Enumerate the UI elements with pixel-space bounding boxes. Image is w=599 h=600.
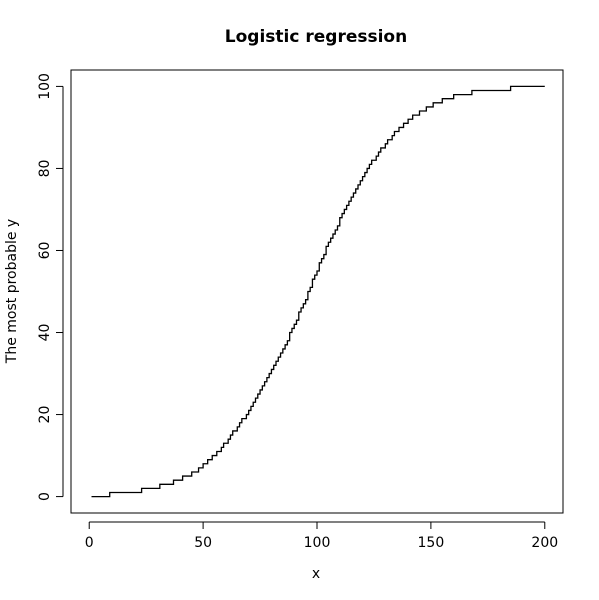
y-tick-label: 20 [37, 406, 53, 424]
y-tick-label: 0 [37, 492, 53, 501]
x-tick-label: 50 [194, 535, 212, 551]
y-tick-label: 60 [37, 242, 53, 260]
series-line [91, 85, 545, 498]
x-axis-label: x [312, 566, 320, 582]
plot-area-frame [70, 69, 564, 514]
y-tick-label: 100 [37, 73, 53, 100]
y-tick-label: 40 [37, 324, 53, 342]
x-tick-label: 150 [418, 535, 445, 551]
x-axis: 0 50 100 150 200 [85, 521, 558, 551]
x-tick-label: 100 [304, 535, 331, 551]
chart-title: Logistic regression [225, 27, 407, 47]
y-axis-label: The most probable y [4, 219, 20, 364]
y-axis: 0 20 40 60 80 100 [37, 73, 64, 501]
x-tick-label: 200 [531, 535, 558, 551]
y-tick-label: 80 [37, 160, 53, 178]
x-tick-label: 0 [85, 535, 94, 551]
